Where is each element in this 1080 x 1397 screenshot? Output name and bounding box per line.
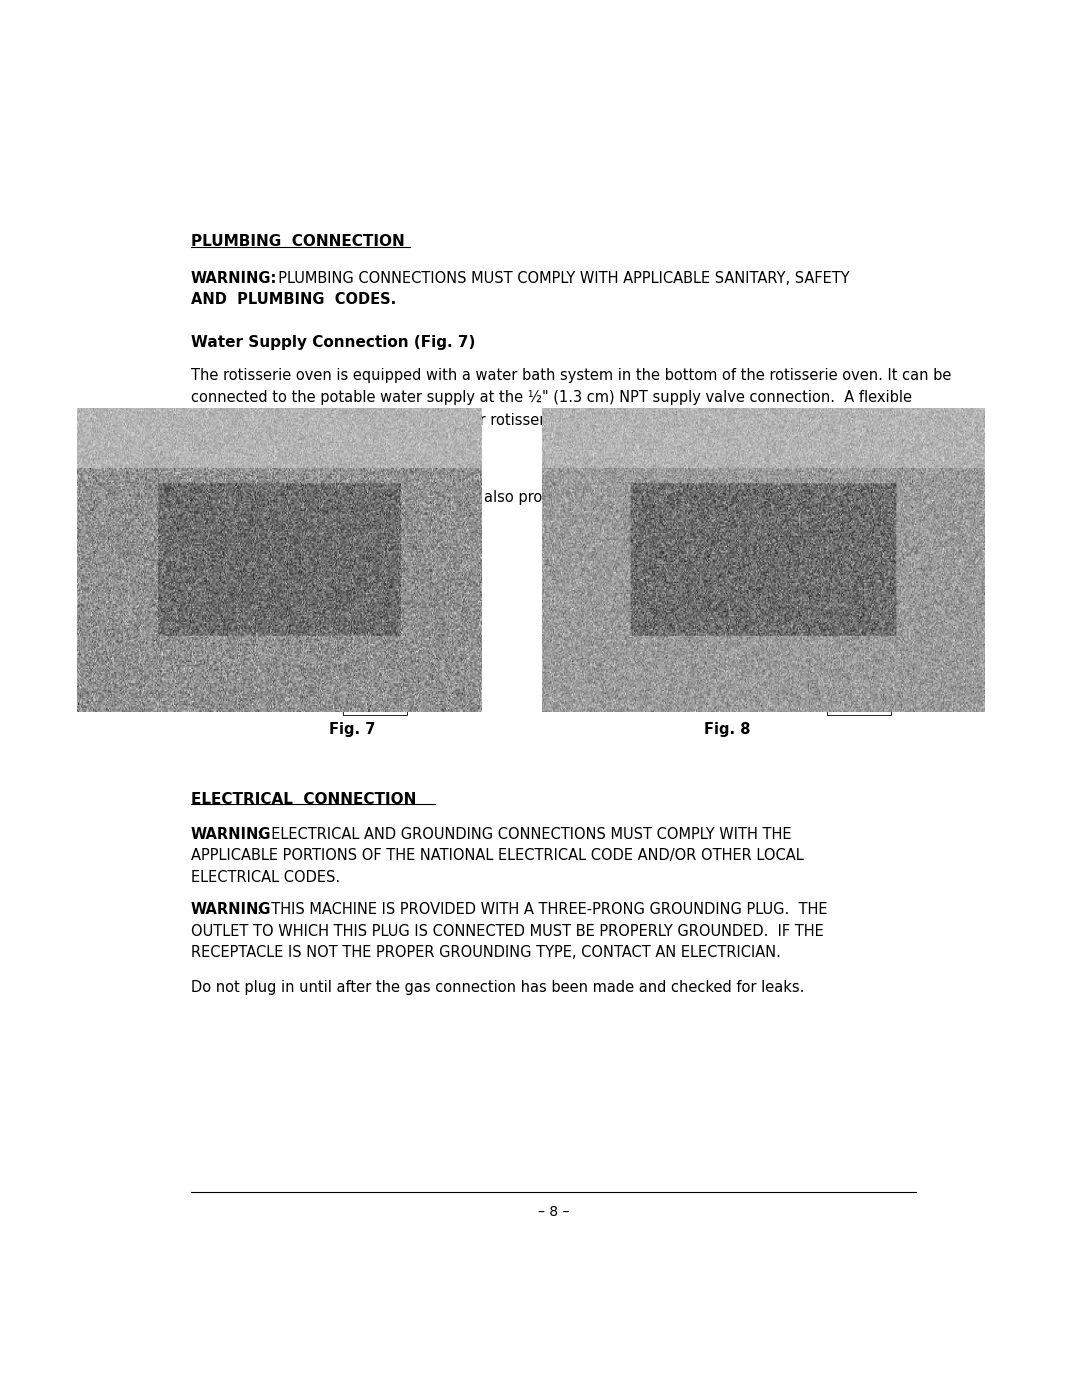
Text: connection is recommended to allow for rotisserie oven movement.: connection is recommended to allow for r… bbox=[191, 412, 687, 427]
Text: :  THIS MACHINE IS PROVIDED WITH A THREE-PRONG GROUNDING PLUG.  THE: : THIS MACHINE IS PROVIDED WITH A THREE-… bbox=[257, 902, 827, 918]
Text: WARNING:: WARNING: bbox=[191, 271, 278, 286]
Text: Fig. 7: Fig. 7 bbox=[328, 722, 375, 736]
Text: connected to a grease trap.: connected to a grease trap. bbox=[191, 513, 394, 528]
Text: PL-41655-1: PL-41655-1 bbox=[829, 703, 889, 712]
Text: WARNING: WARNING bbox=[191, 902, 271, 918]
Text: RECEPTACLE IS NOT THE PROPER GROUNDING TYPE, CONTACT AN ELECTRICIAN.: RECEPTACLE IS NOT THE PROPER GROUNDING T… bbox=[191, 946, 781, 960]
Text: – 8 –: – 8 – bbox=[538, 1204, 569, 1218]
Text: OUTLET TO WHICH THIS PLUG IS CONNECTED MUST BE PROPERLY GROUNDED.  IF THE: OUTLET TO WHICH THIS PLUG IS CONNECTED M… bbox=[191, 923, 824, 939]
Text: Fig. 8: Fig. 8 bbox=[703, 722, 750, 736]
Text: PL-41690-1: PL-41690-1 bbox=[346, 703, 404, 712]
Text: AND  PLUMBING  CODES.: AND PLUMBING CODES. bbox=[191, 292, 396, 307]
Text: Water Supply Connection (Fig. 7): Water Supply Connection (Fig. 7) bbox=[191, 335, 475, 351]
Text: DRAIN CONNECTION: DRAIN CONNECTION bbox=[551, 693, 664, 703]
Text: :  ELECTRICAL AND GROUNDING CONNECTIONS MUST COMPLY WITH THE: : ELECTRICAL AND GROUNDING CONNECTIONS M… bbox=[257, 827, 792, 842]
Text: A 1½" (3.8 cm) NPT drain connection is also provided. If connecting to a drain, : A 1½" (3.8 cm) NPT drain connection is a… bbox=[191, 490, 936, 506]
Text: APPLICABLE PORTIONS OF THE NATIONAL ELECTRICAL CODE AND/OR OTHER LOCAL: APPLICABLE PORTIONS OF THE NATIONAL ELEC… bbox=[191, 848, 804, 863]
Text: ELECTRICAL CODES.: ELECTRICAL CODES. bbox=[191, 870, 340, 884]
Text: PLUMBING  CONNECTION: PLUMBING CONNECTION bbox=[191, 235, 405, 249]
Text: connected to the potable water supply at the ½" (1.3 cm) NPT supply valve connec: connected to the potable water supply at… bbox=[191, 390, 912, 405]
Text: Do not plug in until after the gas connection has been made and checked for leak: Do not plug in until after the gas conne… bbox=[191, 979, 805, 995]
Text: WARNING: WARNING bbox=[191, 827, 271, 842]
Text: Drain Connection (Fig 8): Drain Connection (Fig 8) bbox=[191, 458, 400, 472]
Text: PLUMBING CONNECTIONS MUST COMPLY WITH APPLICABLE SANITARY, SAFETY: PLUMBING CONNECTIONS MUST COMPLY WITH AP… bbox=[269, 271, 849, 286]
Text: The rotisserie oven is equipped with a water bath system in the bottom of the ro: The rotisserie oven is equipped with a w… bbox=[191, 367, 951, 383]
Text: WATER
VALVE: WATER VALVE bbox=[419, 624, 458, 647]
Text: ELECTRICAL  CONNECTION: ELECTRICAL CONNECTION bbox=[191, 792, 416, 806]
